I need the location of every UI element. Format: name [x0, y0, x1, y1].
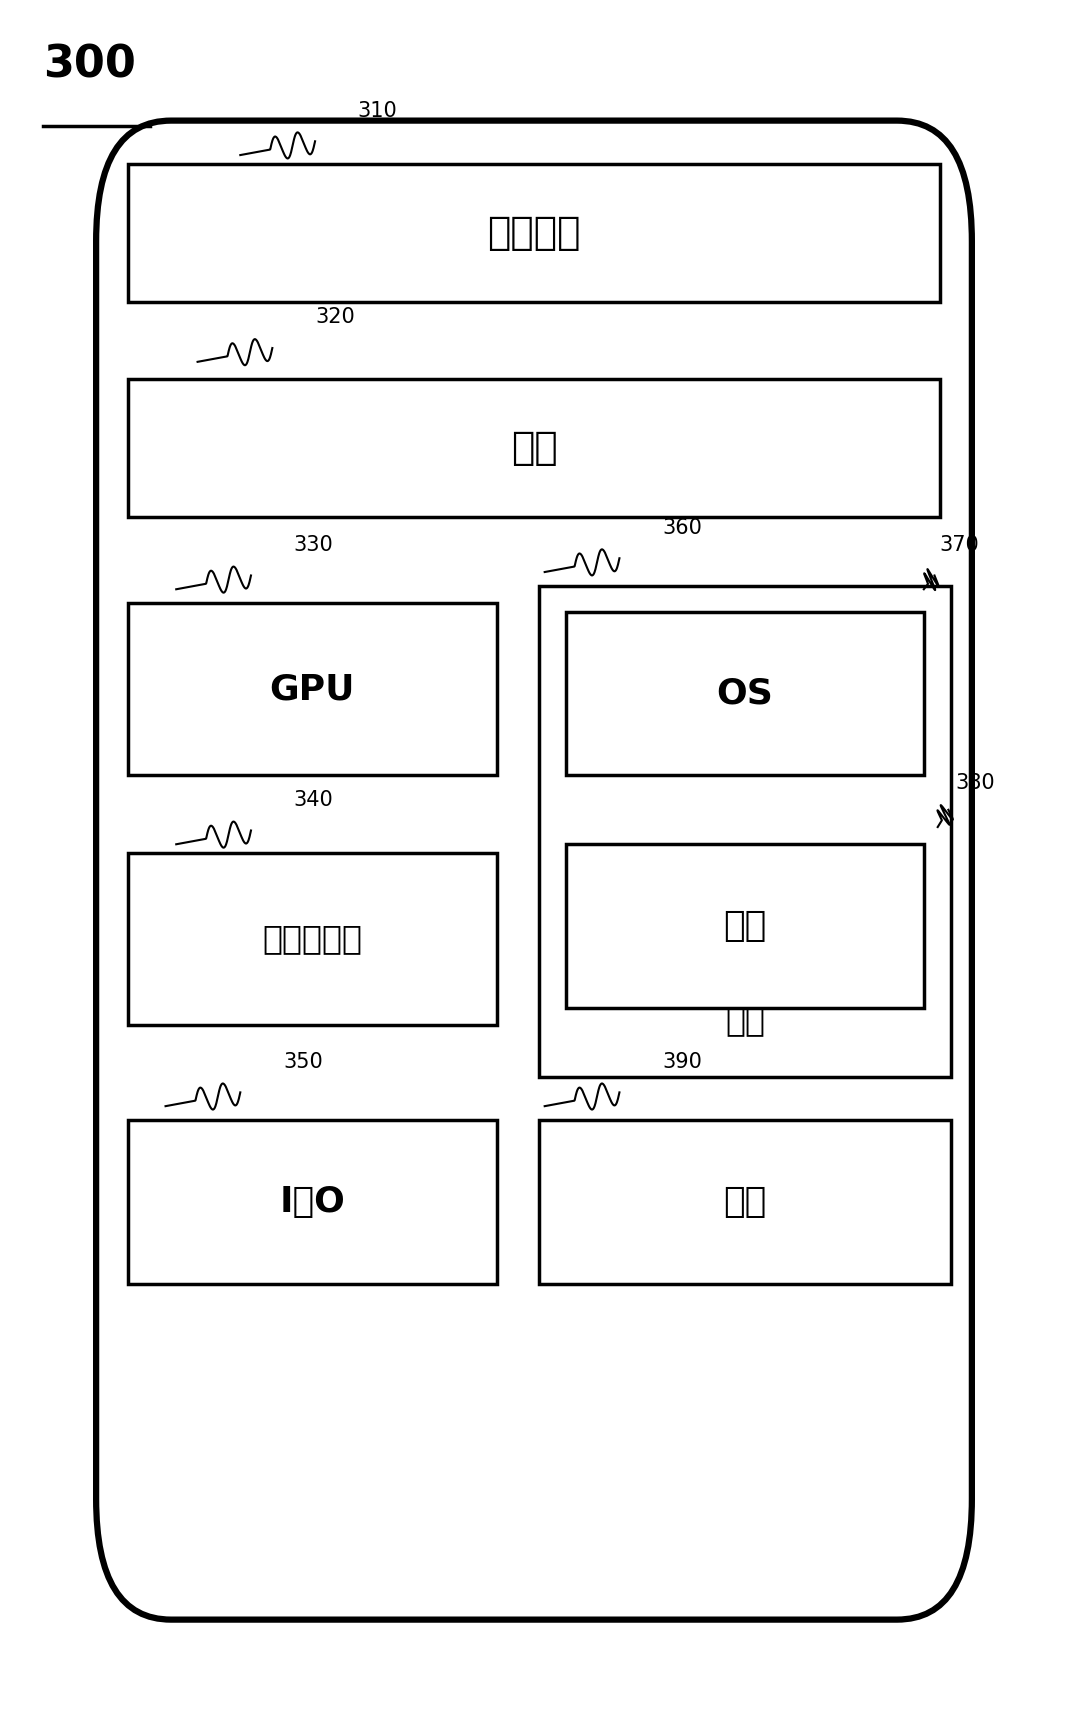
Text: 内存: 内存 — [725, 1005, 765, 1037]
Text: 370: 370 — [940, 534, 979, 555]
Bar — [566, 844, 924, 1008]
Bar — [128, 1120, 497, 1284]
Text: GPU: GPU — [269, 672, 356, 706]
Text: OS: OS — [717, 677, 773, 710]
Bar — [566, 612, 924, 775]
Text: 通讯平台: 通讯平台 — [487, 214, 581, 252]
Text: 340: 340 — [294, 789, 333, 810]
Bar — [128, 603, 497, 775]
Bar — [128, 379, 940, 517]
Text: 应用: 应用 — [723, 910, 767, 942]
FancyBboxPatch shape — [96, 121, 972, 1620]
Text: 380: 380 — [956, 772, 995, 793]
Bar — [128, 164, 940, 302]
Bar — [128, 853, 497, 1025]
Text: I／O: I／O — [280, 1185, 345, 1218]
Text: 390: 390 — [662, 1051, 702, 1072]
Text: 360: 360 — [662, 517, 702, 538]
Text: 350: 350 — [283, 1051, 323, 1072]
Bar — [539, 1120, 951, 1284]
Text: 310: 310 — [358, 100, 397, 121]
Bar — [539, 586, 951, 1077]
Text: 330: 330 — [294, 534, 333, 555]
Text: 320: 320 — [315, 307, 355, 327]
Text: 300: 300 — [43, 43, 136, 86]
Text: 显示: 显示 — [511, 429, 557, 467]
Text: 中央处理器: 中央处理器 — [263, 922, 362, 956]
Text: 存储: 存储 — [723, 1185, 767, 1218]
